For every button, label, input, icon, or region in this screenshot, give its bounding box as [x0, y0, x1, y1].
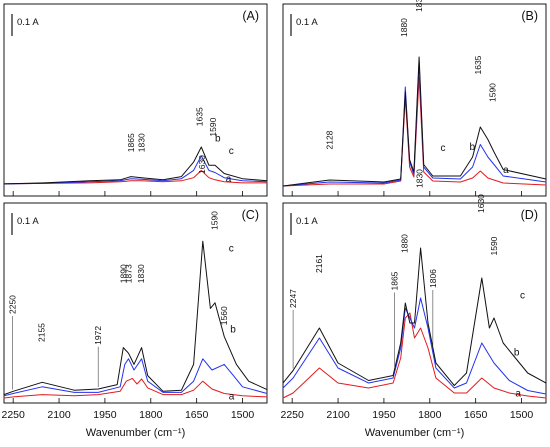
peak-label-1630: 1630 [197, 155, 207, 174]
x-tick-label-2100: 2100 [326, 409, 350, 421]
x-tick-label-1800: 1800 [418, 409, 442, 421]
curve-label-a: a [226, 174, 232, 185]
scale-bar-label: 0.1 A [296, 17, 318, 28]
peak-label-1830: 1830 [415, 169, 425, 188]
x-tick-label-2100: 2100 [47, 409, 71, 421]
curve-label-a: a [515, 389, 521, 400]
panel-frame [282, 202, 547, 404]
curve-label-a: a [229, 392, 235, 403]
panel-frame [282, 3, 547, 197]
peak-label-1830: 1830 [137, 133, 147, 152]
peak-label-1635: 1635 [473, 55, 483, 74]
curve-label-c: c [229, 244, 234, 255]
panel-d: (D) 0.1 A a b c 2247 2161 1880 1865 1830 1806 1630 1… [280, 169, 547, 439]
peak-label-1590: 1590 [488, 83, 498, 102]
x-tick-label-2250: 2250 [280, 409, 304, 421]
panel-label: (C) [242, 208, 259, 222]
spectrum-a [3, 169, 268, 185]
x-axis-title: Wavenumber (cm⁻¹) [365, 427, 465, 439]
peak-label-1590: 1590 [208, 117, 218, 136]
peak-label-1830: 1830 [136, 264, 146, 283]
panel-label: (D) [521, 208, 538, 222]
peak-label-1865: 1865 [390, 271, 400, 290]
spectrum-c [3, 146, 268, 185]
curve-label-b: b [215, 133, 221, 144]
curve-label-b: b [230, 325, 236, 336]
scale-bar-label: 0.1 A [17, 216, 39, 227]
spectrum-b [3, 155, 268, 185]
peak-label-1873: 1873 [124, 264, 134, 283]
peak-label-1880: 1880 [399, 18, 409, 37]
x-axis-title: Wavenumber (cm⁻¹) [86, 427, 186, 439]
peak-label-1806: 1806 [428, 269, 438, 288]
peak-label-2161: 2161 [314, 254, 324, 273]
peak-label-1635: 1635 [195, 107, 205, 126]
x-tick-label-1650: 1650 [185, 409, 209, 421]
x-tick-label-1800: 1800 [139, 409, 163, 421]
spectrum-c [282, 56, 547, 187]
peak-label-2250: 2250 [8, 295, 18, 314]
curve-label-a: a [503, 165, 509, 176]
spectrum-c [3, 240, 268, 396]
curve-label-b: b [470, 142, 476, 153]
peak-label-1890: 1890 [118, 264, 128, 283]
peak-label-2128: 2128 [325, 130, 335, 149]
x-tick-label-2250: 2250 [1, 409, 25, 421]
panel-b: (B) 0.1 A a b c 2128 1880 1835 1635 1590 [282, 0, 547, 197]
peak-label-1972: 1972 [93, 326, 103, 345]
peak-label-1630: 1630 [476, 194, 486, 213]
scale-bar-label: 0.1 A [17, 17, 39, 28]
curve-label-c: c [520, 291, 525, 302]
panel-frame [3, 202, 268, 404]
panel-label: (A) [242, 9, 259, 23]
x-tick-label-1950: 1950 [93, 409, 117, 421]
spectrum-a [282, 312, 547, 399]
x-tick-label-1950: 1950 [372, 409, 396, 421]
spectrum-b [282, 297, 547, 395]
curve-label-c: c [440, 143, 445, 154]
x-tick-label-1500: 1500 [231, 409, 255, 421]
spectrum-b [282, 61, 547, 187]
x-tick-label-1500: 1500 [510, 409, 534, 421]
peak-label-1590: 1590 [209, 211, 219, 230]
spectrum-a [3, 377, 268, 399]
peak-label-1865: 1865 [126, 133, 136, 152]
peak-label-1835: 1835 [414, 0, 424, 12]
peak-label-2247: 2247 [288, 289, 298, 308]
spectrum-b [3, 358, 268, 397]
spectrum-c [282, 247, 547, 386]
curve-label-c: c [229, 146, 234, 157]
panel-frame [3, 3, 268, 197]
peak-label-1560: 1560 [219, 306, 229, 325]
peak-label-1880: 1880 [400, 234, 410, 253]
curve-label-b: b [514, 348, 520, 359]
scale-bar-label: 0.1 A [296, 216, 318, 227]
peak-label-1590: 1590 [489, 236, 499, 255]
x-tick-label-1650: 1650 [464, 409, 488, 421]
panel-label: (B) [521, 9, 538, 23]
peak-label-2155: 2155 [37, 323, 47, 342]
